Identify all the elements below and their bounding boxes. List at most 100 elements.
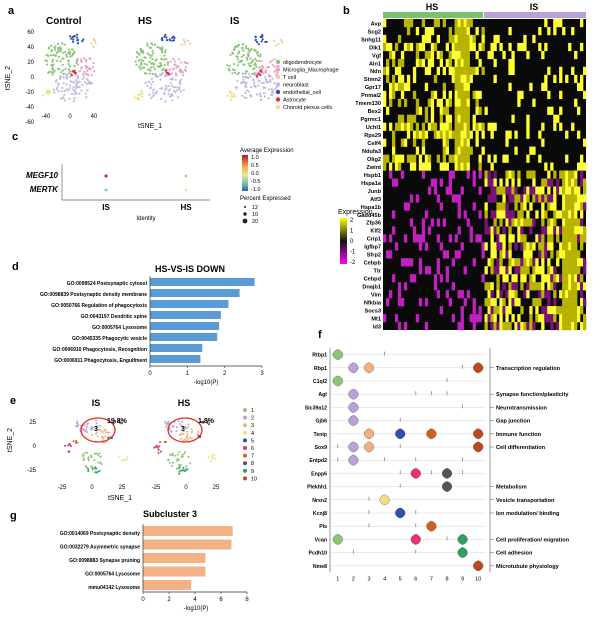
subcluster-cell-point — [108, 435, 111, 438]
tsne-cell-point — [161, 51, 164, 54]
heatmap-cell — [392, 50, 396, 60]
heatmap-cell — [454, 82, 458, 91]
heatmap-cell — [571, 298, 575, 307]
heatmap-cell — [565, 170, 569, 179]
heatmap-cell — [559, 290, 563, 299]
heatmap-group-label-is: IS — [530, 2, 539, 12]
heatmap-cell — [418, 42, 423, 52]
heatmap-cell — [386, 66, 390, 75]
subcluster-cell-point — [86, 431, 88, 433]
violin-gene-label: Plekhh1 — [307, 485, 327, 491]
tsne-cell-point — [68, 65, 71, 68]
subcluster-cell-point — [164, 441, 167, 443]
tsne-cell-point — [55, 79, 58, 82]
heatmap-cell — [463, 154, 467, 163]
heatmap-legend-ticks: 210-1-2 — [350, 218, 356, 266]
tsne-cell-point — [134, 60, 137, 63]
heatmap-cell — [508, 226, 512, 235]
heatmap-cell — [574, 306, 578, 315]
heatmap-cell — [392, 178, 396, 187]
heatmap-cell — [448, 298, 452, 307]
heatmap-gene-label: Id3 — [373, 324, 381, 330]
panel-e-xtick: 0 — [184, 485, 188, 491]
heatmap-cell — [490, 178, 494, 187]
heatmap-cell — [445, 98, 449, 107]
subcluster-cell-point — [125, 458, 128, 461]
tsne-cell-point — [86, 69, 89, 72]
violin-shape — [363, 428, 375, 440]
heatmap-cell — [574, 258, 578, 267]
heatmap-cell — [457, 122, 461, 131]
bar-category-label: GO:0005764 Lysosome — [85, 572, 140, 578]
heatmap-cell — [469, 130, 473, 139]
heatmap-cell — [490, 234, 494, 243]
tsne-cell-point — [258, 66, 261, 69]
heatmap-cell — [562, 202, 566, 211]
tsne-cell-point — [154, 74, 157, 77]
violin-shapes — [332, 349, 484, 572]
heatmap-cell — [409, 162, 414, 171]
tsne-cell-point — [74, 71, 77, 75]
heatmap-cell — [553, 74, 557, 83]
heatmap-cell — [523, 42, 527, 52]
tsne-cell-point — [142, 52, 145, 55]
heatmap-cell — [496, 282, 500, 291]
heatmap-cell — [553, 306, 557, 315]
heatmap-cell — [412, 90, 417, 99]
heatmap-cell — [511, 210, 515, 219]
heatmap-gene-label: Ndn — [370, 69, 381, 75]
heatmap-cell — [583, 194, 587, 203]
tsne-cell-point — [68, 50, 72, 54]
heatmap-cell — [541, 226, 545, 235]
heatmap-cell — [571, 314, 575, 323]
tsne-cell-point — [82, 73, 85, 76]
heatmap-cell — [463, 146, 467, 155]
panel-a-title-hs: HS — [138, 16, 152, 27]
heatmap-cell — [463, 98, 467, 107]
heatmap-cell — [523, 186, 527, 195]
tsne-cell-point — [85, 96, 88, 99]
tsne-cell-point — [259, 53, 262, 56]
heatmap-cell — [451, 154, 455, 163]
subcluster-cell-point — [87, 422, 89, 425]
heatmap-cell — [397, 290, 402, 299]
heatmap-cell — [520, 322, 524, 331]
panel-e-xticks: -25 -250 025 25 — [58, 485, 220, 491]
heatmap-cell — [472, 258, 476, 267]
tsne-cell-point — [151, 95, 154, 98]
heatmap-cell — [409, 274, 414, 283]
tsne-cell-point — [270, 91, 273, 94]
heatmap-cell — [568, 258, 572, 267]
heatmap-cell — [430, 106, 435, 115]
heatmap-cell — [439, 178, 443, 187]
heatmap-cell — [403, 138, 408, 147]
panel-e-title-hs: HS — [178, 398, 191, 408]
heatmap-cell — [562, 314, 566, 323]
subcluster-cell-point — [96, 470, 99, 473]
heatmap-cell — [481, 130, 485, 139]
heatmap-cell — [493, 266, 497, 275]
subcluster-cell-point — [183, 452, 185, 455]
heatmap-cell — [511, 282, 515, 291]
tsne-cell-point — [135, 51, 139, 54]
heatmap-cell — [490, 322, 494, 331]
heatmap-cell — [403, 322, 408, 331]
heatmap-cell — [514, 274, 518, 283]
tsne-cell-point — [86, 73, 89, 76]
heatmap-cell — [574, 50, 578, 60]
tsne-cell-point — [169, 78, 172, 81]
tsne-cell-point — [62, 51, 65, 54]
violin-gene-label: Entpd2 — [309, 458, 327, 464]
tsne-cell-point — [262, 81, 265, 84]
tsne-cell-point — [156, 45, 159, 49]
tsne-cell-point — [81, 83, 84, 86]
tsne-cell-point — [60, 71, 63, 74]
legend-swatch — [243, 453, 247, 458]
heatmap-gene-label: Cebpb — [364, 261, 382, 267]
heatmap-cell — [439, 122, 443, 131]
subcluster-cell-point — [176, 459, 179, 462]
heatmap-cell — [487, 306, 491, 315]
heatmap-cell — [445, 146, 449, 155]
tsne-cell-point — [163, 35, 166, 38]
